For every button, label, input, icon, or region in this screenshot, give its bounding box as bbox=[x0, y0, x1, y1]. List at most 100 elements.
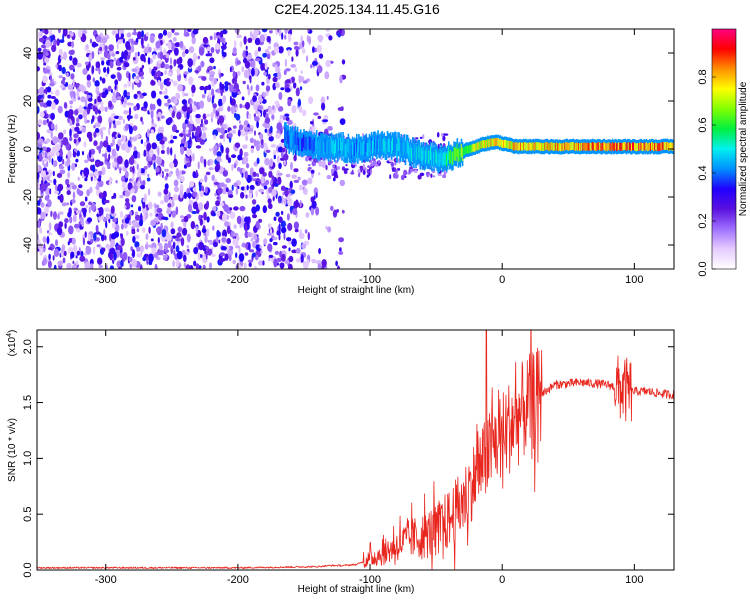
noise-speckle bbox=[301, 179, 308, 186]
noise-speckle bbox=[394, 173, 399, 179]
colorbar-frame bbox=[711, 28, 737, 270]
ridge-core bbox=[461, 147, 464, 161]
noise-speckle bbox=[131, 230, 136, 235]
noise-speckle bbox=[275, 64, 278, 72]
noise-speckle bbox=[59, 139, 62, 147]
noise-speckle bbox=[163, 78, 168, 86]
ridge-core bbox=[550, 142, 553, 150]
noise-speckle bbox=[214, 192, 217, 197]
noise-speckle bbox=[119, 252, 123, 259]
ridge-core bbox=[300, 134, 302, 148]
noise-speckle bbox=[42, 247, 45, 253]
noise-speckle bbox=[125, 41, 131, 50]
noise-speckle bbox=[182, 227, 188, 236]
noise-speckle bbox=[44, 57, 50, 64]
noise-speckle bbox=[250, 147, 254, 154]
ridge-core bbox=[664, 142, 667, 150]
noise-speckle bbox=[99, 46, 102, 52]
noise-speckle bbox=[113, 192, 117, 199]
noise-speckle bbox=[122, 38, 126, 44]
ridge-core bbox=[309, 137, 312, 151]
noise-speckle bbox=[66, 190, 71, 196]
noise-speckle bbox=[339, 118, 346, 125]
noise-speckle bbox=[99, 105, 106, 112]
noise-speckle bbox=[43, 89, 46, 94]
noise-speckle bbox=[233, 112, 237, 119]
ridge-core bbox=[304, 137, 306, 151]
ridge-core bbox=[437, 154, 439, 169]
noise-speckle bbox=[45, 39, 51, 48]
noise-speckle bbox=[321, 259, 327, 268]
noise-speckle bbox=[268, 135, 274, 142]
noise-speckle bbox=[150, 129, 155, 134]
noise-speckle bbox=[161, 229, 167, 238]
ridge-core bbox=[531, 142, 534, 151]
noise-speckle bbox=[281, 226, 287, 234]
noise-speckle bbox=[174, 42, 181, 48]
noise-speckle bbox=[300, 254, 304, 263]
noise-speckle bbox=[255, 220, 260, 229]
noise-speckle bbox=[164, 87, 168, 95]
ridge-core bbox=[552, 142, 555, 151]
noise-speckle bbox=[244, 231, 249, 239]
noise-speckle bbox=[180, 146, 185, 155]
noise-speckle bbox=[212, 129, 219, 137]
noise-speckle bbox=[297, 176, 301, 181]
noise-speckle bbox=[344, 168, 349, 171]
noise-speckle bbox=[133, 146, 137, 152]
noise-speckle bbox=[193, 101, 197, 106]
ridge-core bbox=[527, 142, 529, 151]
noise-speckle bbox=[37, 148, 40, 154]
noise-speckle bbox=[236, 235, 240, 241]
noise-speckle bbox=[42, 75, 48, 84]
noise-speckle bbox=[92, 246, 96, 255]
noise-speckle bbox=[98, 206, 104, 216]
noise-speckle bbox=[44, 158, 48, 162]
noise-speckle bbox=[67, 211, 72, 218]
noise-speckle bbox=[241, 218, 245, 227]
noise-speckle bbox=[140, 184, 145, 190]
noise-speckle bbox=[307, 29, 310, 32]
noise-speckle bbox=[422, 134, 425, 139]
ridge-core bbox=[659, 143, 662, 151]
noise-speckle bbox=[213, 65, 216, 70]
noise-speckle bbox=[128, 107, 132, 116]
noise-speckle bbox=[67, 114, 74, 119]
noise-speckle bbox=[108, 177, 113, 183]
noise-speckle bbox=[125, 123, 129, 131]
noise-speckle bbox=[287, 98, 292, 107]
noise-speckle bbox=[45, 182, 51, 186]
noise-speckle bbox=[206, 200, 210, 208]
ridge-core bbox=[585, 143, 588, 151]
ridge-core bbox=[648, 142, 651, 151]
noise-speckle bbox=[154, 264, 158, 269]
ridge-core bbox=[481, 140, 484, 148]
noise-speckle bbox=[311, 259, 317, 264]
ridge-core bbox=[455, 147, 457, 161]
noise-speckle bbox=[316, 260, 322, 265]
noise-speckle bbox=[318, 53, 324, 59]
noise-speckle bbox=[44, 152, 47, 159]
ridge-core bbox=[508, 140, 510, 149]
noise-speckle bbox=[86, 74, 92, 81]
x-tick-label: -100 bbox=[359, 274, 381, 286]
noise-speckle bbox=[233, 40, 237, 48]
ridge-core bbox=[458, 147, 461, 161]
noise-speckle bbox=[76, 250, 81, 256]
ridge-core bbox=[287, 130, 289, 144]
noise-speckle bbox=[284, 188, 289, 198]
ridge-core bbox=[565, 142, 567, 150]
noise-speckle bbox=[37, 182, 40, 191]
noise-speckle bbox=[202, 113, 207, 120]
ridge-core bbox=[325, 139, 327, 153]
noise-speckle bbox=[141, 121, 144, 125]
noise-speckle bbox=[225, 187, 229, 193]
ridge-core bbox=[610, 143, 613, 152]
noise-speckle bbox=[239, 205, 246, 212]
noise-speckle bbox=[233, 224, 237, 229]
noise-speckle bbox=[321, 102, 326, 111]
noise-speckle bbox=[186, 148, 193, 157]
noise-speckle bbox=[295, 258, 301, 263]
y-tick-label: 1.5 bbox=[22, 395, 34, 410]
noise-speckle bbox=[187, 58, 193, 68]
